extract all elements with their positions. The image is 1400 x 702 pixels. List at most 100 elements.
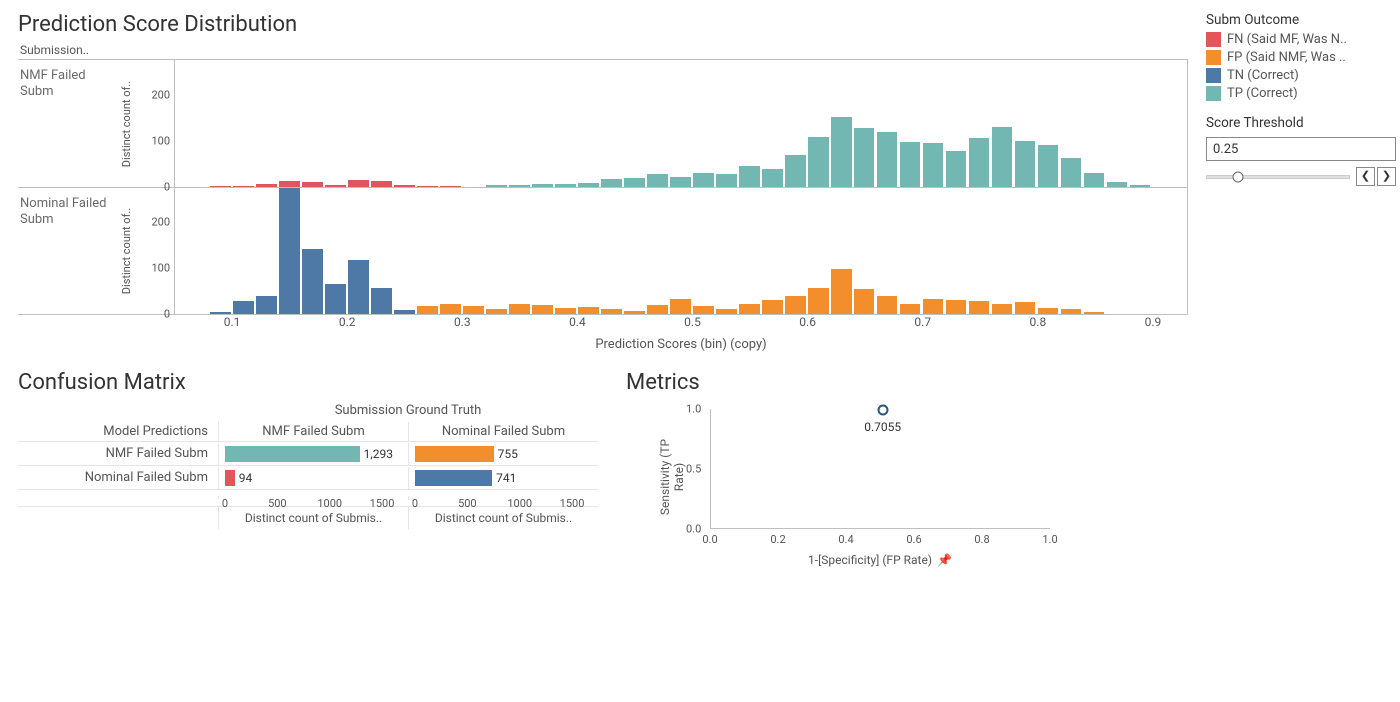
confusion-bar[interactable] [415,446,494,462]
threshold-step-next[interactable]: ❯ [1377,167,1396,186]
histogram-bar[interactable] [923,299,944,314]
threshold-slider[interactable] [1206,175,1350,179]
histogram-bar[interactable] [371,181,392,187]
histogram-bar[interactable] [1038,145,1059,187]
histogram-bar[interactable] [1038,308,1059,314]
histogram-bar[interactable] [1015,141,1036,187]
confusion-bar[interactable] [225,470,235,486]
histogram-bar[interactable] [440,304,461,314]
histogram-bar[interactable] [394,185,415,187]
histogram-bar[interactable] [279,188,300,314]
histogram-bar[interactable] [877,132,898,187]
legend-swatch [1206,68,1221,83]
legend-item[interactable]: TN (Correct) [1206,68,1396,83]
histogram-bar[interactable] [946,300,967,314]
histogram-bar[interactable] [256,296,277,314]
histogram-bar[interactable] [900,142,921,187]
histogram-bar[interactable] [555,308,576,314]
legend-label: TP (Correct) [1227,86,1298,101]
metrics-point[interactable] [877,404,888,415]
histogram-bar[interactable] [808,288,829,314]
distribution-title: Prediction Score Distribution [18,12,1188,37]
threshold-input[interactable] [1206,137,1396,161]
histogram-bar[interactable] [440,186,461,187]
histogram-bar[interactable] [923,143,944,187]
confusion-col-header: Nominal Failed Subm [408,422,598,441]
histogram-bar[interactable] [831,269,852,314]
histogram-bar[interactable] [463,306,484,314]
histogram-bar[interactable] [302,182,323,187]
x-tick-label: 0.4 [569,315,586,329]
confusion-value: 755 [498,447,518,461]
histogram-bar[interactable] [624,311,645,314]
histogram-bar[interactable] [601,309,622,314]
histogram-bar[interactable] [279,181,300,187]
histogram-bar[interactable] [509,185,530,187]
legend-item[interactable]: FN (Said MF, Was N.. [1206,32,1396,47]
histogram-bar[interactable] [670,177,691,187]
histogram-bar[interactable] [762,300,783,314]
histogram-bar[interactable] [210,186,231,187]
histogram-bar[interactable] [969,138,990,187]
histogram-bar[interactable] [693,306,714,314]
histogram-bar[interactable] [854,128,875,187]
histogram-bar[interactable] [670,299,691,314]
histogram-bar[interactable] [1084,173,1105,187]
histogram-bar[interactable] [1015,302,1036,314]
histogram-bar[interactable] [325,185,346,187]
histogram-bar[interactable] [992,304,1013,314]
histogram-bar[interactable] [486,309,507,314]
histogram-bar[interactable] [302,249,323,314]
histogram-bar[interactable] [900,304,921,314]
histogram-bar[interactable] [1084,312,1105,314]
histogram-bar[interactable] [716,174,737,187]
histogram-bar[interactable] [578,307,599,314]
histogram-bar[interactable] [348,260,369,314]
histogram-bar[interactable] [233,301,254,314]
histogram-bar[interactable] [693,173,714,187]
confusion-bar[interactable] [225,446,360,462]
histogram-bar[interactable] [739,166,760,187]
histogram-bar[interactable] [371,288,392,314]
histogram-bar[interactable] [624,178,645,187]
histogram-bar[interactable] [325,284,346,314]
histogram-bar[interactable] [647,174,668,187]
histogram-bar[interactable] [877,296,898,314]
histogram-bar[interactable] [946,151,967,187]
histogram-bar[interactable] [555,184,576,187]
histogram-bar[interactable] [1061,309,1082,314]
histogram-bar[interactable] [1061,158,1082,187]
histogram-bar[interactable] [417,186,438,187]
histogram-bar[interactable] [808,137,829,187]
histogram-bar[interactable] [785,155,806,187]
threshold-step-prev[interactable]: ❮ [1356,167,1375,186]
histogram-bar[interactable] [210,312,231,314]
histogram-bar[interactable] [739,304,760,314]
histogram-bar[interactable] [578,183,599,187]
histogram-bar[interactable] [509,304,530,314]
slider-handle[interactable] [1233,171,1244,182]
legend-item[interactable]: FP (Said NMF, Was .. [1206,50,1396,65]
histogram-bar[interactable] [785,296,806,314]
histogram-bar[interactable] [969,301,990,314]
histogram-bar[interactable] [647,305,668,314]
histogram-bar[interactable] [854,289,875,314]
histogram-bar[interactable] [532,184,553,187]
histogram-bar[interactable] [417,306,438,314]
histogram-bar[interactable] [762,169,783,187]
confusion-super-header: Submission Ground Truth [218,403,598,418]
histogram-bar[interactable] [486,185,507,187]
histogram-bar[interactable] [256,184,277,187]
histogram-bar[interactable] [394,310,415,314]
histogram-bar[interactable] [831,117,852,187]
histogram-bar[interactable] [992,127,1013,187]
histogram-bar[interactable] [1130,185,1151,187]
histogram-bar[interactable] [233,186,254,187]
histogram-bar[interactable] [348,180,369,187]
histogram-bar[interactable] [532,305,553,314]
confusion-bar[interactable] [415,470,492,486]
histogram-bar[interactable] [601,179,622,187]
legend-item[interactable]: TP (Correct) [1206,86,1396,101]
histogram-bar[interactable] [716,309,737,314]
histogram-bar[interactable] [1107,182,1128,187]
